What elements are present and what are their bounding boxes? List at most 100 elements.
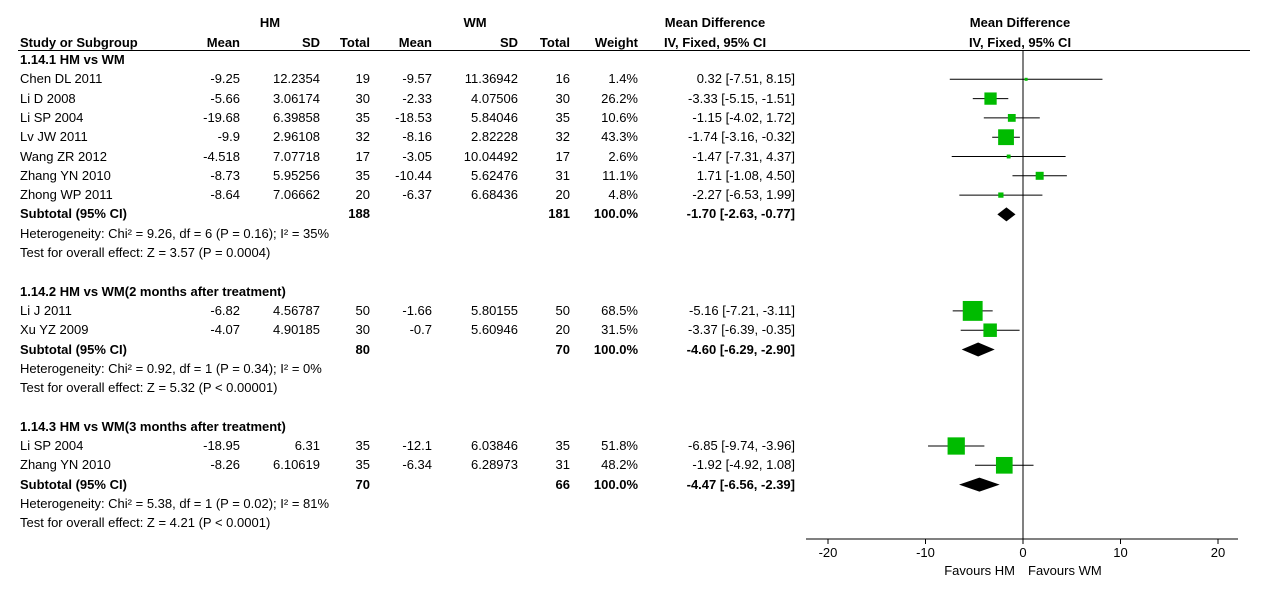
effect-square — [1006, 154, 1011, 159]
study-wm-total: 20 — [555, 187, 570, 203]
study-ci-text: -3.33 [-5.15, -1.51] — [688, 90, 795, 106]
col-wm-mean: Mean — [398, 35, 432, 50]
study-hm-sd: 7.07718 — [273, 148, 320, 164]
subtotal-ci: -4.60 [-6.29, -2.90] — [686, 341, 795, 357]
study-hm-mean: -8.73 — [210, 167, 240, 183]
study-weight: 48.2% — [601, 457, 638, 473]
study-weight: 43.3% — [601, 129, 638, 145]
study-hm-total: 30 — [355, 322, 370, 338]
md-method-table: IV, Fixed, 95% CI — [663, 35, 767, 50]
md-method-plot: IV, Fixed, 95% CI — [968, 35, 1072, 50]
subtotal-hm-total: 80 — [355, 341, 370, 357]
subtotal-diamond — [959, 477, 1000, 492]
study-wm-total: 35 — [555, 438, 570, 453]
study-hm-sd: 12.2354 — [273, 71, 320, 87]
study-hm-sd: 2.96108 — [273, 129, 320, 145]
study-study: Zhong WP 2011 — [20, 187, 113, 203]
group-hm-header: HM — [259, 15, 281, 30]
subtotal-wm-total: 70 — [555, 341, 570, 357]
study-wm-total: 31 — [555, 167, 570, 183]
study-hm-mean: -6.82 — [210, 302, 240, 318]
subtotal-weight: 100.0% — [593, 476, 638, 492]
study-wm-total: 31 — [555, 457, 570, 473]
effect-square — [962, 300, 983, 321]
heterogeneity-text: Heterogeneity: Chi² = 9.26, df = 6 (P = … — [20, 225, 330, 241]
study-ci-text: -1.74 [-3.16, -0.32] — [688, 129, 795, 145]
study-hm-total: 17 — [355, 148, 370, 164]
study-study: Zhang YN 2010 — [20, 457, 111, 473]
study-wm-sd: 11.36942 — [464, 71, 518, 87]
study-wm-mean: -10.44 — [395, 167, 432, 183]
study-wm-sd: 4.07506 — [471, 90, 518, 106]
subtotal-weight: 100.0% — [593, 341, 638, 357]
study-hm-sd: 6.10619 — [273, 457, 320, 473]
study-wm-mean: -3.05 — [402, 148, 432, 164]
col-hm-sd: SD — [301, 35, 320, 50]
study-hm-total: 35 — [355, 167, 370, 183]
x-tick-label: 0 — [1019, 545, 1026, 560]
study-study: Li SP 2004 — [20, 109, 84, 125]
study-hm-sd: 6.31 — [294, 438, 320, 453]
study-ci-text: -1.92 [-4.92, 1.08] — [692, 457, 795, 473]
header-rule — [18, 50, 1250, 51]
study-hm-total: 35 — [355, 438, 370, 453]
subtotal-label: Subtotal (95% CI) — [20, 476, 127, 492]
md-title-plot: Mean Difference — [969, 15, 1071, 30]
study-wm-total: 20 — [555, 322, 570, 338]
study-wm-total: 32 — [555, 129, 570, 145]
study-study: Lv JW 2011 — [20, 129, 88, 145]
study-wm-mean: -8.16 — [402, 129, 432, 145]
study-hm-mean: -4.07 — [210, 322, 240, 338]
study-ci-text: -3.37 [-6.39, -0.35] — [688, 322, 795, 338]
effect-square — [998, 192, 1004, 198]
study-ci-text: 1.71 [-1.08, 4.50] — [696, 167, 795, 183]
study-wm-mean: -18.53 — [395, 109, 432, 125]
study-hm-total: 50 — [355, 302, 370, 318]
study-wm-sd: 5.84046 — [471, 109, 518, 125]
effect-square — [1024, 77, 1028, 81]
overall-effect-text: Test for overall effect: Z = 5.32 (P < 0… — [20, 380, 278, 396]
overall-effect-text: Test for overall effect: Z = 3.57 (P = 0… — [20, 245, 271, 260]
study-wm-total: 50 — [555, 302, 570, 318]
subtotal-label: Subtotal (95% CI) — [20, 341, 127, 357]
study-ci-text: -6.85 [-9.74, -3.96] — [688, 438, 795, 453]
study-wm-total: 35 — [555, 109, 570, 125]
study-study: Chen DL 2011 — [20, 71, 103, 87]
overall-effect-text: Test for overall effect: Z = 4.21 (P < 0… — [20, 515, 271, 531]
study-study: Li SP 2004 — [20, 438, 84, 453]
study-hm-sd: 3.06174 — [273, 90, 320, 106]
study-study: Zhang YN 2010 — [20, 167, 111, 183]
subgroup-title: 1.14.1 HM vs WM — [20, 52, 125, 67]
study-hm-sd: 6.39858 — [273, 109, 320, 125]
x-tick-label: -10 — [916, 545, 935, 560]
study-wm-mean: -6.37 — [402, 187, 432, 203]
x-tick-label: 10 — [1113, 545, 1127, 560]
study-weight: 4.8% — [608, 187, 638, 203]
study-hm-mean: -19.68 — [203, 109, 240, 125]
subtotal-hm-total: 188 — [348, 206, 370, 222]
subtotal-ci: -1.70 [-2.63, -0.77] — [686, 206, 795, 222]
study-wm-sd: 5.60946 — [471, 322, 518, 338]
study-hm-total: 35 — [355, 109, 370, 125]
study-wm-sd: 10.04492 — [463, 148, 518, 164]
study-hm-total: 30 — [355, 90, 370, 106]
study-wm-total: 30 — [555, 90, 570, 106]
effect-square — [983, 323, 997, 337]
study-wm-mean: -0.7 — [409, 322, 432, 338]
study-wm-total: 17 — [555, 148, 570, 164]
heterogeneity-text: Heterogeneity: Chi² = 0.92, df = 1 (P = … — [20, 360, 322, 376]
study-wm-sd: 6.28973 — [471, 457, 518, 473]
study-hm-mean: -8.64 — [210, 187, 240, 203]
study-ci-text: -2.27 [-6.53, 1.99] — [692, 187, 795, 203]
favours-wm-label: Favours WM — [1028, 563, 1102, 578]
subtotal-wm-total: 66 — [555, 476, 570, 492]
study-weight: 26.2% — [601, 90, 638, 106]
subtotal-wm-total: 181 — [548, 206, 570, 222]
study-weight: 2.6% — [608, 148, 638, 164]
subtotal-label: Subtotal (95% CI) — [20, 206, 127, 222]
study-hm-total: 35 — [355, 457, 370, 473]
study-hm-mean: -5.66 — [210, 90, 240, 106]
favours-hm-label: Favours HM — [944, 563, 1015, 578]
col-hm-total: Total — [339, 35, 370, 50]
